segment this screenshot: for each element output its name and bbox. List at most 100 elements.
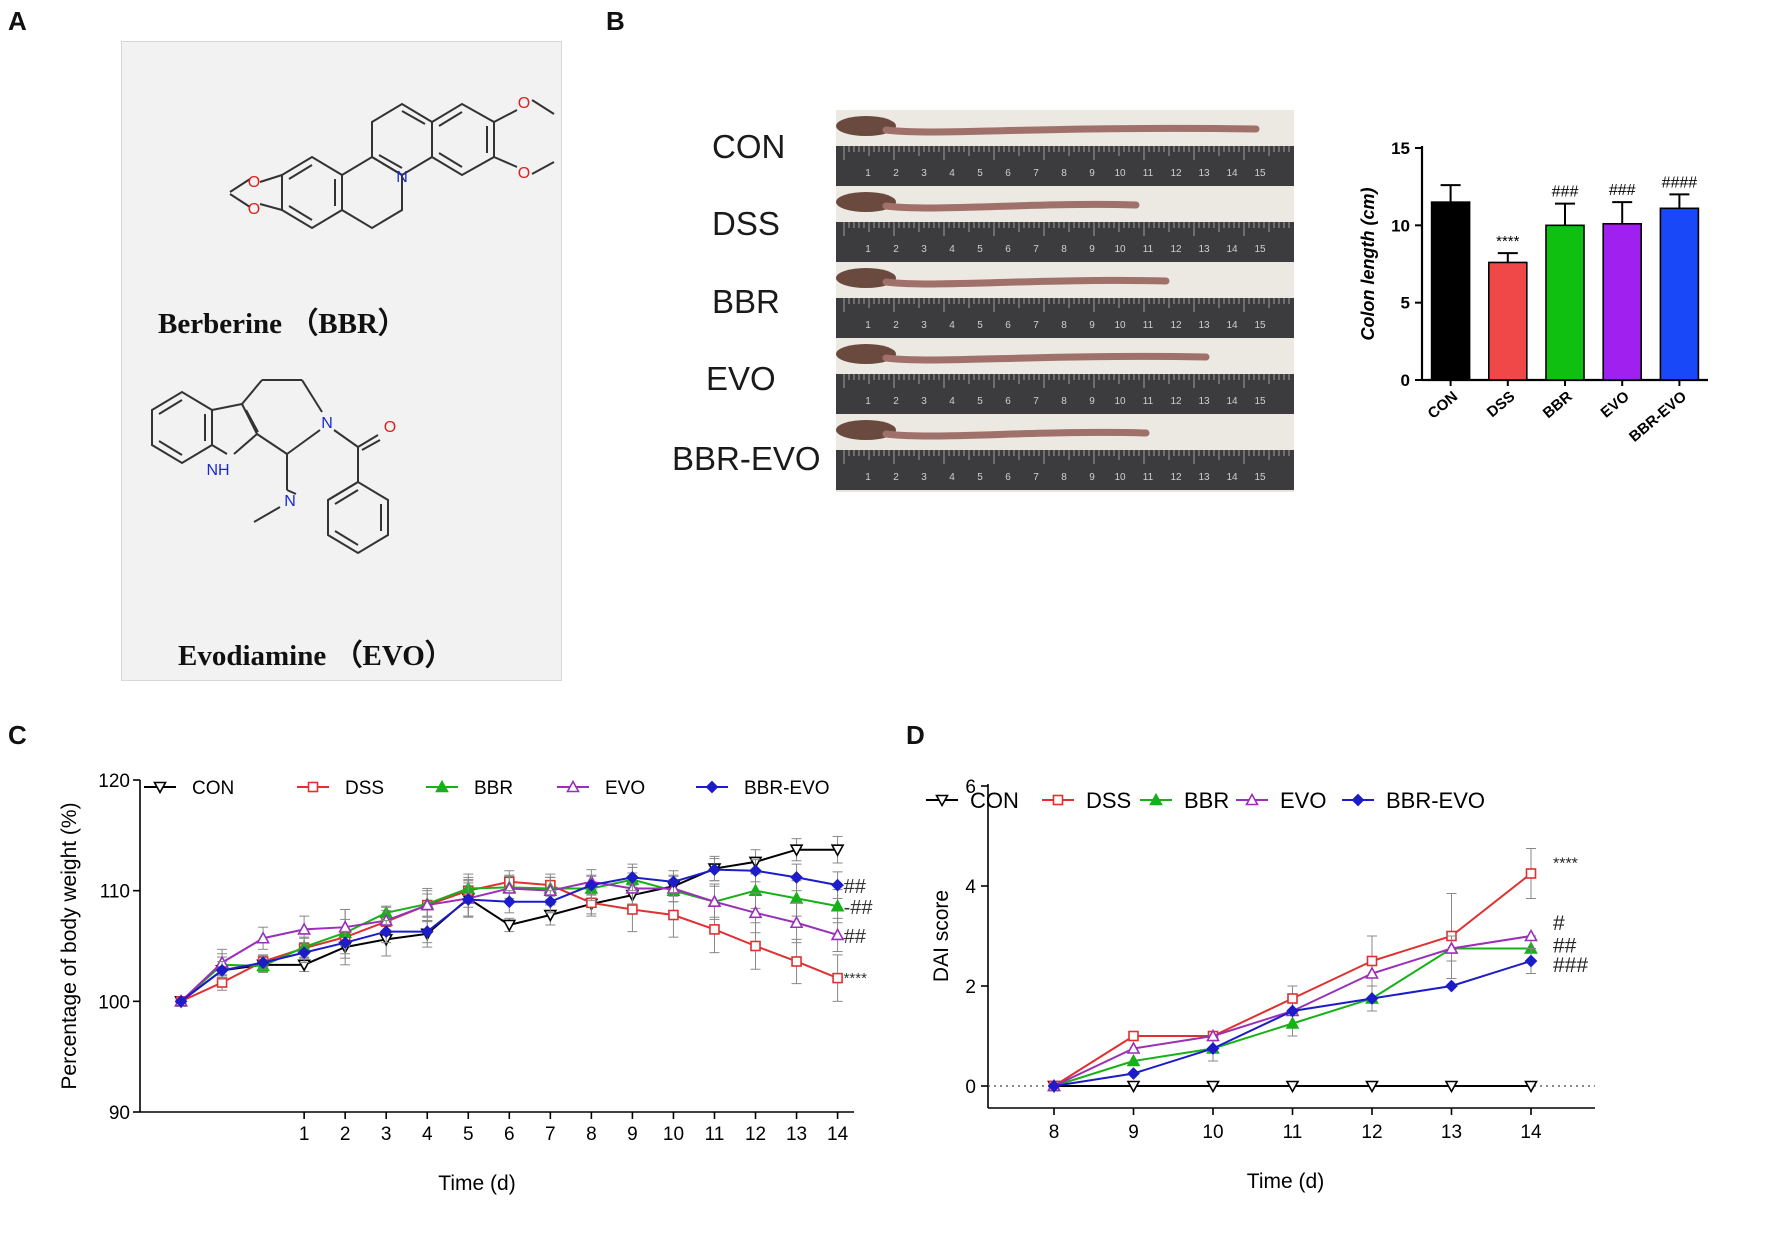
ruler-number: 6 xyxy=(1005,396,1011,407)
ruler-number: 13 xyxy=(1198,320,1210,331)
ruler-number: 11 xyxy=(1143,396,1154,407)
ruler-number: 15 xyxy=(1254,472,1266,483)
ruler-number: 4 xyxy=(949,472,955,483)
x-tick-label: 5 xyxy=(463,1124,474,1145)
ruler-number: 1 xyxy=(865,396,871,407)
ruler-number: 9 xyxy=(1089,320,1095,331)
ruler-number: 12 xyxy=(1170,472,1182,483)
panel-letter-c: C xyxy=(8,720,27,750)
x-tick-label: 14 xyxy=(1520,1122,1542,1143)
x-axis-label: Time (d) xyxy=(438,1172,515,1195)
berberine-structure: O O O O N xyxy=(229,95,555,230)
data-point xyxy=(1525,868,1537,879)
atom-n-1: N xyxy=(396,169,408,186)
legend-marker xyxy=(1245,792,1259,806)
data-point xyxy=(1285,1016,1300,1029)
data-point xyxy=(1365,992,1379,1005)
ruler-number: 2 xyxy=(893,244,899,255)
ruler-number: 9 xyxy=(1089,472,1095,483)
ruler-number: 13 xyxy=(1198,396,1210,407)
panel-letter-b: B xyxy=(606,6,625,36)
ruler-number: 11 xyxy=(1143,472,1154,483)
data-point xyxy=(1365,966,1379,979)
ruler-number: 7 xyxy=(1033,472,1039,483)
panel-letter-a: A xyxy=(8,6,27,36)
ruler-number: 12 xyxy=(1170,168,1182,179)
y-tick-label: 5 xyxy=(1401,294,1410,313)
data-point xyxy=(502,919,517,933)
bar-evo xyxy=(1602,222,1643,381)
data-point xyxy=(709,924,720,935)
ruler-number: 14 xyxy=(1226,168,1238,179)
data-point xyxy=(627,904,638,915)
colon-tissue xyxy=(882,276,1170,288)
data-point xyxy=(708,863,721,876)
x-tick-label: 8 xyxy=(1049,1122,1060,1143)
series-con xyxy=(1047,1080,1538,1094)
ruler-number: 2 xyxy=(893,472,899,483)
y-tick-label: 90 xyxy=(109,1103,130,1124)
photo-label-evo: EVO xyxy=(706,360,776,397)
x-tick-label: EVO xyxy=(1598,388,1633,422)
legend-label: EVO xyxy=(605,778,645,799)
x-tick-label: BBR xyxy=(1540,388,1576,422)
x-tick-label: 10 xyxy=(663,1124,684,1145)
data-point xyxy=(790,871,803,884)
data-point xyxy=(420,925,434,938)
ruler-number: 5 xyxy=(977,244,983,255)
legend-label: BBR-EVO xyxy=(744,778,830,799)
data-point xyxy=(791,956,802,967)
colon-cecum xyxy=(836,344,896,364)
colon-tissue xyxy=(882,428,1150,440)
data-point xyxy=(1287,993,1298,1004)
data-point xyxy=(1286,1004,1299,1018)
photo-label-bbr-evo: BBR-EVO xyxy=(672,440,821,477)
ruler-number: 3 xyxy=(921,168,927,179)
ruler-number: 6 xyxy=(1005,320,1011,331)
y-tick-label: 6 xyxy=(965,777,976,798)
data-point xyxy=(626,871,639,884)
ruler-number: 2 xyxy=(893,168,899,179)
data-point xyxy=(1206,1080,1220,1094)
significance-label: ### xyxy=(1553,954,1588,977)
x-tick-label: 7 xyxy=(545,1124,556,1145)
bar-annotation: ### xyxy=(1552,184,1579,201)
colon-photo: 1 2 3 4 5 6 7 8 9 10 11 12 13 14 15 1 2 3 4 5 6 7 8 9 10 11 12 13 14… xyxy=(836,110,1294,492)
bar-bbr-evo xyxy=(1659,207,1700,381)
ruler-number: 6 xyxy=(1005,472,1011,483)
y-tick-label: 2 xyxy=(965,977,976,998)
significance-label: **** xyxy=(844,970,868,987)
data-point xyxy=(830,844,845,857)
ruler xyxy=(836,298,1294,338)
ruler-number: 4 xyxy=(949,168,955,179)
colon-cecum xyxy=(836,268,896,288)
colon-length-chart: 0 5 10 15 Colon length (cm) CON **** DSS ### BBR #… xyxy=(1358,139,1708,446)
ruler-number: 12 xyxy=(1170,244,1182,255)
data-point xyxy=(585,878,598,892)
ruler-number: 5 xyxy=(977,320,983,331)
x-tick-label: 14 xyxy=(827,1124,849,1145)
ruler-number: 7 xyxy=(1033,168,1039,179)
ruler-number: 8 xyxy=(1061,168,1067,179)
x-tick-label: 8 xyxy=(586,1124,597,1145)
data-point xyxy=(749,864,762,878)
ruler-number: 13 xyxy=(1198,244,1210,255)
ruler-number: 10 xyxy=(1114,320,1126,331)
ruler-number: 7 xyxy=(1033,320,1039,331)
ruler-number: 12 xyxy=(1170,320,1182,331)
ruler-number: 2 xyxy=(893,320,899,331)
ruler xyxy=(836,222,1294,262)
series-bbr-evo xyxy=(174,858,844,1008)
atom-n-2: N xyxy=(321,415,333,432)
ruler xyxy=(836,450,1294,490)
x-axis-label: Time (d) xyxy=(1247,1170,1324,1193)
data-point xyxy=(338,936,352,950)
legend-label: CON xyxy=(970,788,1019,813)
data-point xyxy=(256,931,270,944)
data-point xyxy=(1366,955,1378,967)
x-tick-label: 3 xyxy=(381,1124,392,1145)
legend-marker xyxy=(1149,792,1163,806)
ruler-number: 13 xyxy=(1198,472,1210,483)
data-point xyxy=(420,897,435,911)
x-tick-label: 12 xyxy=(1361,1122,1382,1143)
